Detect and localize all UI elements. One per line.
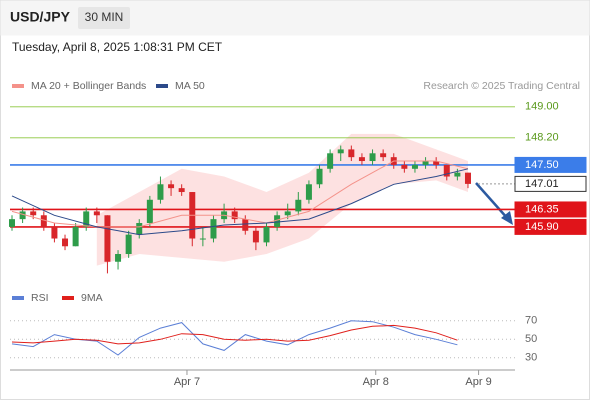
legend-swatch (156, 84, 168, 88)
candle-body (231, 211, 238, 220)
candle-body (358, 157, 365, 162)
candle-body (348, 149, 355, 158)
candle-body (422, 161, 429, 165)
candle-body (274, 215, 281, 227)
candle-body (337, 149, 344, 154)
candle-body (263, 226, 270, 243)
moving-average (11, 168, 469, 236)
candle-body (178, 188, 185, 193)
candle-body (380, 153, 387, 158)
candle-body (19, 211, 26, 220)
candle-body (454, 172, 461, 177)
candle-body (284, 211, 291, 216)
candle-body (295, 199, 302, 212)
candle-body (327, 153, 334, 169)
forecast-arrowhead (501, 211, 513, 225)
level-box (514, 218, 587, 235)
legend-swatch (62, 296, 74, 300)
candle-body (252, 230, 259, 243)
candle-body (242, 219, 249, 231)
candle-body (411, 164, 418, 169)
source: Research © 2025 Trading Central (423, 80, 580, 92)
candle-body (433, 161, 440, 165)
candle-body (401, 164, 408, 169)
forecast-arrow (475, 182, 509, 220)
candle-body (62, 238, 69, 247)
legend-swatch (12, 84, 24, 88)
level-label: 147.50 (525, 159, 559, 171)
candle-body (199, 238, 206, 240)
candle-body (83, 211, 90, 227)
level-label: 147.01 (525, 178, 559, 190)
legend-label: MA 20 + Bollinger Bands (31, 80, 146, 92)
level-label: 148.20 (525, 132, 559, 144)
x-tick-label: Apr 8 (363, 376, 389, 388)
level-label: 146.35 (525, 203, 559, 215)
candle-body (115, 254, 122, 262)
level-box (514, 156, 587, 173)
candle-body (125, 234, 132, 255)
legend-label: RSI (31, 292, 49, 304)
candle-body (104, 215, 111, 262)
legend-label: 9MA (81, 292, 103, 304)
legend-label: MA 50 (175, 80, 205, 92)
level-label: 149.00 (525, 101, 559, 113)
candle-body (9, 219, 15, 227)
indicator-line (11, 324, 458, 345)
candle-body (146, 199, 153, 224)
y-tick-label: 30 (525, 352, 537, 364)
candle-body (443, 164, 450, 177)
timeframe-box (78, 7, 130, 29)
candle-body (305, 184, 312, 200)
x-tick-label: Apr 7 (174, 376, 200, 388)
level-box (514, 201, 587, 218)
candle-body (316, 168, 323, 185)
symbol: USD/JPY (10, 9, 71, 25)
candle-body (168, 184, 175, 189)
candle-body (136, 223, 143, 235)
candle-body (210, 219, 217, 239)
legend-swatch (12, 296, 24, 300)
candle-body (40, 215, 47, 227)
moving-average (11, 160, 469, 228)
candle-body (93, 211, 100, 216)
candle-body (72, 226, 79, 247)
level-label: 145.90 (525, 221, 559, 233)
candle-body (157, 184, 164, 200)
timeframe: 30 MIN (85, 10, 124, 24)
candle-body (51, 226, 58, 239)
timestamp: Tuesday, April 8, 2025 1:08:31 PM CET (12, 40, 223, 54)
y-tick-label: 70 (525, 315, 537, 327)
x-tick-label: Apr 9 (465, 376, 491, 388)
candle-body (30, 211, 37, 216)
level-box (514, 175, 587, 192)
candle-body (464, 172, 471, 184)
y-tick-label: 50 (525, 333, 537, 345)
candle-body (369, 153, 376, 162)
